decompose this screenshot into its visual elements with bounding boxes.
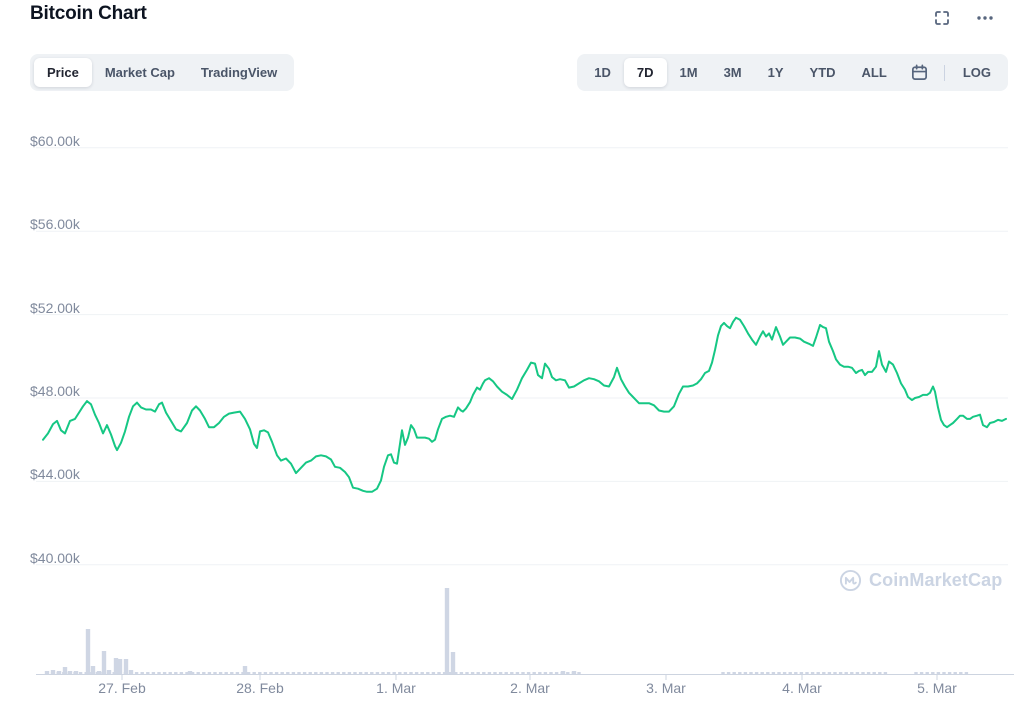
coinmarketcap-logo-icon xyxy=(839,569,862,592)
range-ytd[interactable]: YTD xyxy=(797,58,849,87)
range-tabs: 1D 7D 1M 3M 1Y YTD ALL LOG xyxy=(577,54,1008,91)
y-axis-label: $60.00k xyxy=(30,132,80,149)
chart-toolbar: Price Market Cap TradingView 1D 7D 1M 3M… xyxy=(30,54,1008,91)
x-axis-label: 3. Mar xyxy=(646,680,686,696)
more-options-icon[interactable] xyxy=(976,10,994,26)
range-7d[interactable]: 7D xyxy=(623,58,667,87)
watermark-text: CoinMarketCap xyxy=(869,570,1003,590)
chart-type-tabs: Price Market Cap TradingView xyxy=(30,54,295,91)
header-actions xyxy=(934,10,994,26)
range-all[interactable]: ALL xyxy=(849,58,900,87)
y-axis-label: $44.00k xyxy=(30,466,80,483)
y-axis-label: $56.00k xyxy=(30,216,80,233)
x-axis-label: 27. Feb xyxy=(98,680,146,696)
tab-price[interactable]: Price xyxy=(34,58,92,87)
range-1y[interactable]: 1Y xyxy=(755,58,797,87)
page-title: Bitcoin Chart xyxy=(30,3,147,24)
range-1m[interactable]: 1M xyxy=(667,58,711,87)
tab-market-cap[interactable]: Market Cap xyxy=(92,58,188,87)
range-1d[interactable]: 1D xyxy=(581,58,624,87)
x-axis-label: 5. Mar xyxy=(917,680,957,696)
range-3m[interactable]: 3M xyxy=(711,58,755,87)
calendar-icon[interactable] xyxy=(900,58,939,87)
chart-canvas[interactable] xyxy=(0,100,1024,716)
y-axis-label: $40.00k xyxy=(30,549,80,566)
watermark: CoinMarketCap xyxy=(839,569,1002,592)
tab-tradingview[interactable]: TradingView xyxy=(188,58,290,87)
price-chart[interactable]: $60.00k $56.00k $52.00k $48.00k $44.00k … xyxy=(0,100,1024,716)
toolbar-divider xyxy=(943,64,945,81)
x-axis-label: 4. Mar xyxy=(782,680,822,696)
y-axis-label: $48.00k xyxy=(30,383,80,399)
fullscreen-icon[interactable] xyxy=(934,10,950,26)
log-scale-toggle[interactable]: LOG xyxy=(950,58,1004,87)
y-axis-label: $52.00k xyxy=(30,299,80,316)
x-axis-label: 2. Mar xyxy=(510,680,550,696)
x-axis-label: 28. Feb xyxy=(236,680,284,696)
x-axis-label: 1. Mar xyxy=(376,680,416,696)
